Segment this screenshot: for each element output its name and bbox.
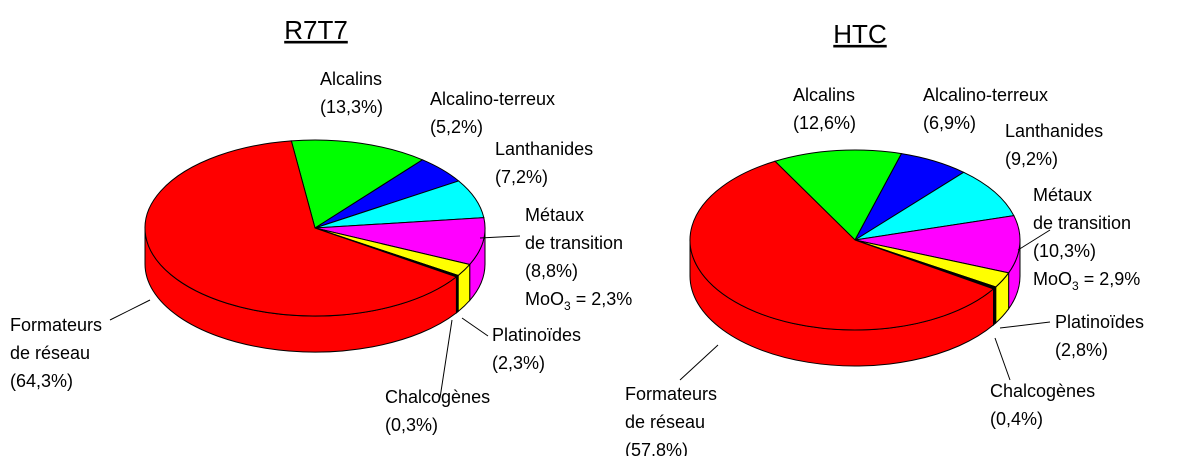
slice-label: de réseau xyxy=(625,412,705,432)
annotation-part: MoO xyxy=(1033,269,1072,289)
annotation: MoO3 = 2,3% xyxy=(525,289,632,313)
slice-label: de transition xyxy=(1033,213,1131,233)
slice-label: Chalcogènes xyxy=(990,381,1095,401)
value-label: (9,2%) xyxy=(1005,149,1058,169)
value-label: (13,3%) xyxy=(320,97,383,117)
slice xyxy=(290,139,424,229)
slice xyxy=(689,160,995,331)
leader-line xyxy=(109,299,151,321)
slice-label: Platinoïdes xyxy=(1055,312,1144,332)
slice-label: Lanthanides xyxy=(495,139,593,159)
annotation-part: 3 xyxy=(564,299,571,313)
chart-title: R7T7 xyxy=(284,15,348,45)
slice-label: de transition xyxy=(525,233,623,253)
slice-label: Formateurs xyxy=(625,384,717,404)
slice-label: Alcalino-terreux xyxy=(430,89,555,109)
leader-line xyxy=(479,235,521,239)
slice-label: de réseau xyxy=(10,343,90,363)
value-label: (6,9%) xyxy=(923,113,976,133)
leader-line xyxy=(994,337,1011,381)
value-label: (64,3%) xyxy=(10,371,73,391)
value-label: (57,8%) xyxy=(625,440,688,456)
slice-label: Alcalino-terreux xyxy=(923,85,1048,105)
value-label: (2,3%) xyxy=(492,353,545,373)
slice xyxy=(854,171,1015,241)
leader-line xyxy=(439,319,453,399)
slice xyxy=(854,215,1021,274)
value-label: (0,4%) xyxy=(990,409,1043,429)
value-label: (10,3%) xyxy=(1033,241,1096,261)
value-label: (7,2%) xyxy=(495,167,548,187)
leader-line xyxy=(679,344,719,381)
slice-label: Métaux xyxy=(1033,185,1092,205)
slice xyxy=(774,149,903,241)
annotation-part: MoO xyxy=(525,289,564,309)
slice xyxy=(314,217,486,266)
leader-line xyxy=(1017,229,1051,251)
chart-title: HTC xyxy=(833,19,886,49)
value-label: (2,8%) xyxy=(1055,340,1108,360)
slice-label: Métaux xyxy=(525,205,584,225)
leader-line xyxy=(461,317,489,337)
annotation-part: = 2,9% xyxy=(1079,269,1141,289)
annotation-part: 3 xyxy=(1072,279,1079,293)
slice-label: Formateurs xyxy=(10,315,102,335)
value-label: (0,3%) xyxy=(385,415,438,435)
value-label: (8,8%) xyxy=(525,261,578,281)
slice-label: Alcalins xyxy=(320,69,382,89)
slice-label: Platinoïdes xyxy=(492,325,581,345)
slice xyxy=(144,140,458,317)
slice-label: Lanthanides xyxy=(1005,121,1103,141)
leader-line xyxy=(999,321,1051,329)
slice-label: Chalcogènes xyxy=(385,387,490,407)
value-label: (5,2%) xyxy=(430,117,483,137)
annotation: MoO3 = 2,9% xyxy=(1033,269,1140,293)
slice-label: Alcalins xyxy=(793,85,855,105)
annotation-part: = 2,3% xyxy=(571,289,633,309)
value-label: (12,6%) xyxy=(793,113,856,133)
